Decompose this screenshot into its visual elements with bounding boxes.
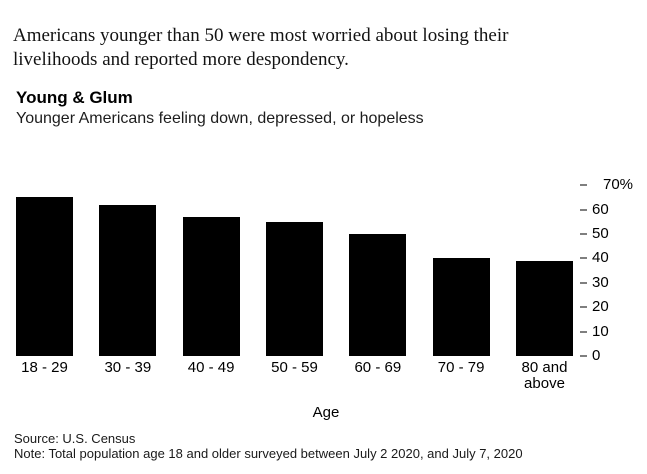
y-tick-label-10: 10 [592,322,609,340]
chart-title: Young & Glum [16,88,133,107]
chart-footer: Source: U.S. Census Note: Total populati… [14,431,523,461]
bar-40-49 [182,216,240,356]
x-tick-label-50-59: 50 - 59 [271,359,318,376]
note-line: Note: Total population age 18 and older … [14,446,523,461]
y-tick-label-30: 30 [592,273,609,291]
bar-60-69 [349,234,407,356]
y-tick-mark [580,355,587,357]
y-tick-label-40: 40 [592,249,609,267]
x-tick-label-18-29: 18 - 29 [21,359,68,376]
source-line: Source: U.S. Census [14,431,136,446]
y-tick-label-0: 0 [592,347,601,364]
y-tick-mark [580,184,587,187]
x-tick-label-80-and-above: 80 and above [521,359,568,392]
x-tick-label-60-69: 60 - 69 [354,359,402,376]
y-tick-mark [580,306,587,309]
x-tick-label-30-39: 30 - 39 [104,359,152,376]
y-tick-label-70: 70% [603,176,634,194]
y-tick-mark [580,257,587,260]
bar-30-39 [99,204,157,356]
x-tick-label-40-49: 40 - 49 [187,359,235,376]
y-tick-label-50: 50 [592,225,609,243]
y-tick-label-20: 20 [592,298,609,316]
y-tick-mark [580,281,587,284]
y-tick-mark [580,208,587,211]
bar-80-and-above [515,260,573,356]
intro-paragraph: Americans younger than 50 were most worr… [13,25,509,70]
y-tick-label-60: 60 [592,200,609,218]
bar-50-59 [265,221,323,356]
bar-70-79 [432,258,490,356]
chart-subtitle: Younger Americans feeling down, depresse… [16,110,424,127]
y-tick-mark [580,233,587,236]
y-tick-mark [580,330,587,333]
x-tick-label-70-79: 70 - 79 [437,359,485,376]
x-axis-title: Age [312,404,340,421]
bar-18-29 [16,197,73,356]
